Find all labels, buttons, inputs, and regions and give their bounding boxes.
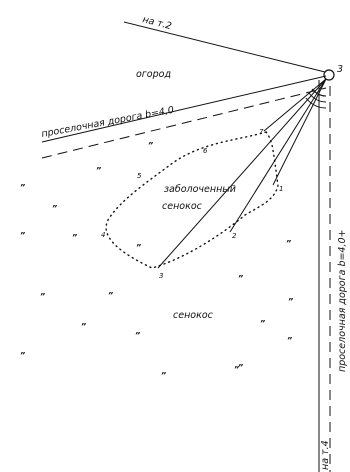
grass-mark-7: ” (286, 239, 291, 248)
grass-mark-1: ” (148, 141, 153, 150)
grass-mark-5: ” (20, 231, 25, 240)
direction-line-to-point-2 (123, 21, 326, 73)
grass-mark-11: ” (108, 291, 113, 300)
point-label-6: 6 (203, 147, 208, 155)
grass-mark-4: ” (52, 204, 57, 213)
label-hayfield-swampy: сенокос (162, 201, 203, 212)
grass-mark-15: ” (135, 331, 140, 340)
road-top-edge (41, 75, 327, 143)
grass-mark-16: ” (20, 351, 25, 360)
grass-mark-17: ” (234, 365, 239, 374)
grass-mark-10: ” (40, 292, 45, 301)
road-bottom-edge-dashed (41, 87, 327, 159)
label-hayfield: сенокос (173, 310, 214, 321)
grass-mark-12: ” (288, 297, 293, 306)
angle-arc-2 (308, 92, 327, 103)
label-dirt-road-right: проселочная дорога b=4,0+ (337, 230, 348, 373)
grass-mark-9: ” (238, 274, 243, 283)
grass-mark-8: ” (136, 243, 141, 252)
grass-marks: ”””””””””””””””””””” (20, 141, 293, 380)
grass-mark-6: ” (72, 233, 77, 242)
swamp-boundary (105, 131, 279, 269)
grass-mark-18: ” (287, 336, 292, 345)
point-label-1: 1 (279, 185, 283, 193)
label-swampy: заболоченный (164, 184, 236, 195)
label-to-point-4: на т.4 (320, 440, 331, 470)
ray-to-point-7 (263, 78, 327, 132)
grass-mark-3: ” (20, 183, 25, 192)
point-label-3: 3 (159, 272, 163, 280)
point-label-4: 4 (101, 231, 105, 239)
label-garden: огород (136, 69, 171, 80)
grass-mark-19: ” (161, 371, 166, 380)
ray-to-point-3 (157, 78, 327, 269)
grass-mark-13: ” (81, 322, 86, 331)
ray-to-point-2 (229, 78, 327, 233)
point-label-7: 7 (259, 128, 264, 136)
grass-mark-20: ” (238, 363, 243, 372)
point-label-5: 5 (137, 172, 142, 180)
grass-mark-2: ” (96, 166, 101, 175)
station-circle (323, 69, 335, 81)
label-dirt-road-top: проселочная дорога b=4,0 (41, 105, 175, 140)
ray-to-point-1 (272, 78, 327, 186)
grass-mark-14: ” (260, 319, 265, 328)
point-label-2: 2 (232, 232, 237, 240)
station-label: 3 (337, 64, 343, 75)
label-to-point-2: на т.2 (141, 14, 172, 32)
